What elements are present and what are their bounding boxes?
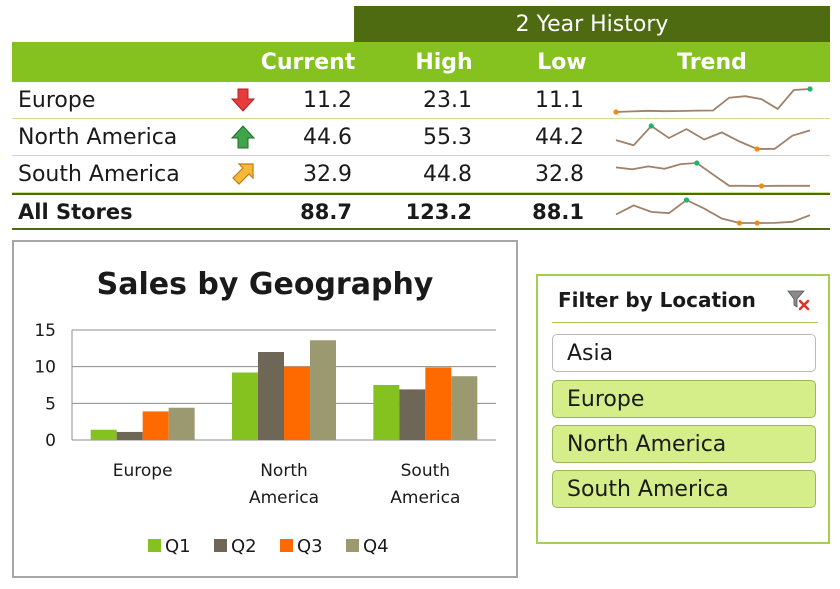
row-low: 11.1 [535,87,584,113]
row-current: 44.6 [303,124,352,150]
legend-swatch [148,539,161,552]
header-low: Low [537,49,587,75]
table-row: South America 32.9 44.8 32.8 [12,156,830,193]
filter-item-north-america[interactable]: North America [552,425,816,463]
bar-q2-2 [399,389,426,440]
row-high: 44.8 [423,161,472,187]
sparkline-high-point [807,85,813,92]
table-row: Europe 11.2 23.1 11.1 [12,82,830,119]
legend-swatch [346,539,359,552]
bar-q4-0 [168,407,195,440]
y-tick-label: 5 [45,394,56,414]
sparkline-line [615,198,811,224]
sparkline-low-point [758,182,765,189]
row-current: 32.9 [303,161,352,187]
y-tick-label: 15 [34,321,56,341]
location-filter: Filter by Location Asia Europe North Ame… [536,274,830,544]
row-high: 55.3 [423,124,472,150]
sales-chart[interactable]: Sales by Geography 0 5 10 15 Europe North Amer… [12,240,518,578]
header-high: High [415,49,473,75]
arrow-up-icon [226,119,260,155]
legend-swatch [214,539,227,552]
header-trend: Trend [677,49,747,75]
row-current: 11.2 [303,87,352,113]
header-current: Current [260,49,356,75]
sparkline-line [615,161,810,187]
arrow-down-icon [226,82,260,118]
arrow-diagonal-icon [226,156,260,192]
row-low: 88.1 [532,199,584,224]
bar-q2-1 [258,352,284,440]
filter-divider [552,322,818,323]
row-sparkline [602,156,824,192]
sparkline-low-point [613,108,619,115]
filter-item-europe[interactable]: Europe [552,380,816,418]
row-name: North America [18,124,178,150]
x-tick-label: North [260,461,308,481]
bar-q3-1 [284,366,310,440]
chart-canvas: Sales by Geography 0 5 10 15 Europe North Amer… [34,267,496,557]
table-header-row: Current High Low Trend [12,42,830,82]
legend-entry: Q1 [165,536,191,557]
history-label: 2 Year History [515,11,669,37]
history-header: 2 Year History [354,6,830,42]
sparkline-line [615,87,811,113]
bar-q3-2 [425,367,452,440]
row-name: All Stores [18,199,133,224]
row-low: 44.2 [535,124,584,150]
table-row: North America 44.6 55.3 44.2 [12,119,830,156]
sparkline-low-point [736,220,743,226]
filter-item-south-america[interactable]: South America [552,470,816,508]
x-tick-label: Europe [113,461,173,481]
bar-q4-2 [451,376,478,440]
bar-q1-2 [373,385,400,440]
legend-swatch [280,539,293,552]
row-name: South America [18,161,180,187]
filter-title: Filter by Location [558,288,756,312]
y-tick-label: 0 [45,431,56,451]
row-sparkline [602,195,824,228]
table-total-row: All Stores 88.7 123.2 88.1 [12,193,830,230]
bar-q2-0 [116,431,143,440]
row-high: 123.2 [405,199,472,224]
sparkline-high-point [694,159,700,166]
row-sparkline [602,119,824,155]
sparkline-high-point [683,197,690,203]
clear-filter-icon[interactable] [786,288,810,312]
x-tick-label: South [401,461,450,481]
chart-title: Sales by Geography [97,267,434,302]
row-high: 23.1 [423,87,472,113]
bar-q1-1 [232,372,258,440]
bar-q3-0 [142,411,169,440]
row-name: Europe [18,87,96,113]
legend-entry: Q4 [363,536,389,557]
filter-item-asia[interactable]: Asia [552,334,816,372]
bar-q4-1 [310,340,336,440]
x-tick-label: America [249,488,319,508]
row-sparkline [602,82,824,118]
row-low: 32.8 [535,161,584,187]
y-tick-label: 10 [34,358,56,378]
legend-entry: Q3 [297,536,323,557]
legend-entry: Q2 [231,536,257,557]
bar-q1-0 [90,429,117,440]
x-tick-label: America [390,488,460,508]
sparkline-low-point [754,220,760,226]
row-current: 88.7 [300,199,352,224]
sparkline-high-point [648,122,654,129]
sparkline-line [615,124,811,150]
sparkline-low-point [754,145,760,152]
